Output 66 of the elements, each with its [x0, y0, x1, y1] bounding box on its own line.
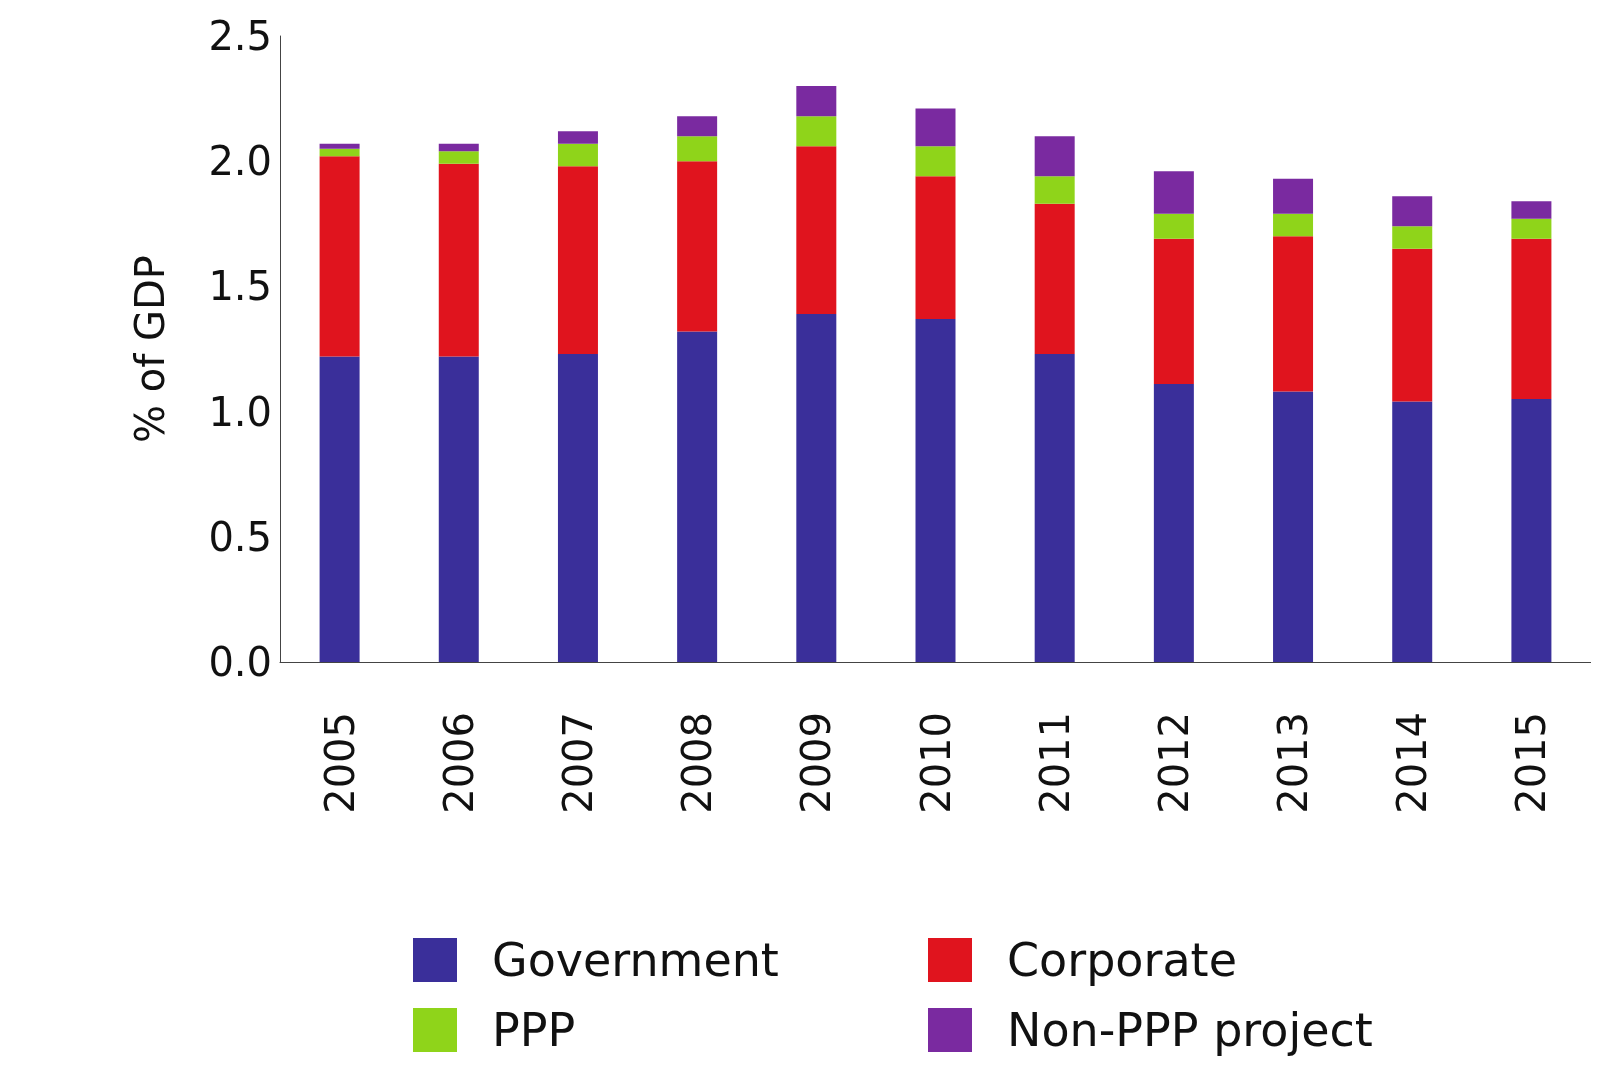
bar — [1511, 201, 1552, 219]
bar — [1511, 399, 1552, 662]
bar — [319, 156, 360, 357]
bar — [1392, 248, 1433, 402]
x-tick-label: 2014 — [1389, 712, 1436, 814]
legend-label: Government — [492, 933, 779, 987]
bar — [1034, 354, 1075, 662]
bar — [796, 116, 837, 147]
bar — [1273, 391, 1314, 662]
legend-label: PPP — [492, 1003, 576, 1057]
bar — [1511, 218, 1552, 239]
x-tick-label: 2012 — [1150, 712, 1197, 814]
x-tick-label: 2007 — [554, 712, 601, 814]
bar — [557, 166, 598, 355]
bar — [915, 108, 956, 147]
bar — [1034, 176, 1075, 204]
bar — [1153, 238, 1194, 385]
bar — [677, 136, 718, 162]
bar — [319, 143, 360, 149]
y-tick-label: 1.5 — [208, 263, 272, 310]
y-tick-label: 2.0 — [208, 138, 272, 185]
bar — [796, 146, 837, 314]
y-tick-label: 0.0 — [208, 639, 272, 685]
bar — [438, 163, 479, 357]
x-tick-label: 2013 — [1270, 712, 1317, 814]
bar — [677, 161, 718, 332]
bar — [1273, 236, 1314, 392]
y-tick-label: 0.5 — [208, 513, 272, 560]
bar — [1392, 401, 1433, 662]
bar — [677, 331, 718, 662]
bar — [1034, 203, 1075, 355]
bar — [319, 356, 360, 662]
x-tick-label: 2005 — [316, 712, 363, 814]
bar — [319, 148, 360, 157]
bar — [915, 146, 956, 177]
bar — [796, 86, 837, 117]
bar — [438, 143, 479, 152]
bar — [915, 176, 956, 319]
bar — [1392, 226, 1433, 249]
bar — [1392, 196, 1433, 227]
y-tick-label: 2.5 — [208, 13, 272, 59]
x-tick-label: 2015 — [1508, 712, 1555, 814]
y-tick-label: 1.0 — [208, 388, 272, 435]
bar — [1273, 213, 1314, 237]
x-tick-label: 2008 — [674, 712, 721, 814]
x-tick-label: 2011 — [1031, 712, 1078, 814]
bar — [557, 143, 598, 167]
x-tick-label: 2009 — [793, 712, 840, 814]
bar — [677, 116, 718, 137]
bar — [557, 131, 598, 144]
bar — [915, 318, 956, 662]
bar — [1511, 238, 1552, 400]
bar — [1153, 384, 1194, 662]
bar — [796, 313, 837, 662]
x-tick-label: 2010 — [912, 712, 959, 814]
bar — [1153, 171, 1194, 214]
bar — [1153, 213, 1194, 239]
legend-label: Corporate — [1007, 933, 1237, 987]
x-tick-label: 2006 — [435, 712, 482, 814]
bar — [438, 356, 479, 662]
y-axis-title: % of GDP — [127, 255, 173, 443]
legend-label: Non-PPP project — [1007, 1003, 1373, 1057]
bar — [1273, 178, 1314, 214]
bar — [438, 151, 479, 164]
bar — [557, 354, 598, 662]
bar — [1034, 136, 1075, 177]
